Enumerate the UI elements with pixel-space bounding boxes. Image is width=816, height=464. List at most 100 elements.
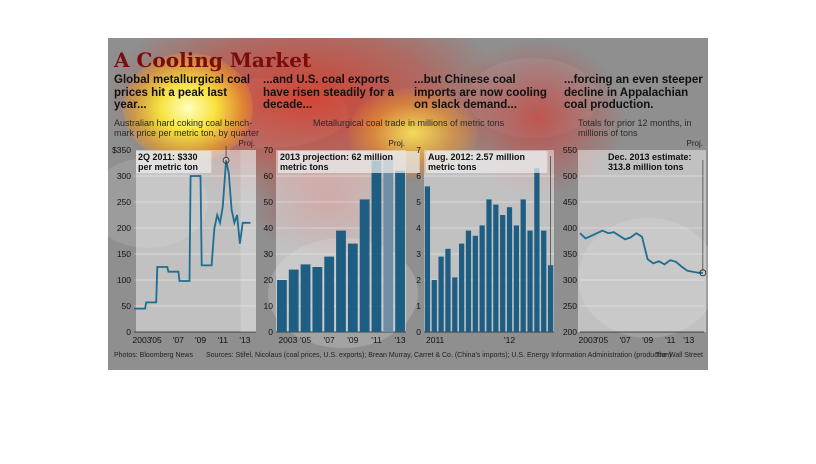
subtext-prices: Australian hard coking coal bench-mark p… xyxy=(114,118,260,138)
exports-y-tick-label: 20 xyxy=(264,275,274,285)
production-x-tick-label: 2003 xyxy=(579,335,598,345)
imports-bar xyxy=(479,225,485,332)
price-x-tick-label: '05 xyxy=(151,335,162,345)
imports-bar xyxy=(500,215,506,332)
exports-bar xyxy=(324,256,335,332)
imports-y-tick-label: 3 xyxy=(416,249,421,259)
imports-bar xyxy=(506,207,513,332)
price-x-tick-label: '07 xyxy=(173,335,184,345)
imports-x-tick-label: 2011 xyxy=(426,335,445,345)
exports-bar xyxy=(312,267,323,332)
exports-proj-label: Proj. xyxy=(389,139,405,148)
imports-bar xyxy=(513,225,519,332)
imports-bar xyxy=(541,230,547,332)
exports-y-tick-label: 0 xyxy=(268,327,273,337)
imports-annotation-bg xyxy=(426,151,548,173)
exports-bar xyxy=(359,199,370,332)
imports-bar xyxy=(459,243,465,332)
imports-bar xyxy=(547,265,554,332)
price-y-tick-label: 0 xyxy=(126,327,131,337)
production-y-tick-label: 200 xyxy=(563,327,577,337)
exports-y-tick-label: 70 xyxy=(264,145,274,155)
exports-bar xyxy=(336,230,346,332)
price-x-tick-label: '13 xyxy=(239,335,250,345)
exports-annotation-bg xyxy=(278,151,420,173)
price-annotation: per metric ton xyxy=(138,162,198,172)
production-x-tick-label: '07 xyxy=(620,335,631,345)
imports-bar xyxy=(424,186,431,332)
exports-annotation: metric tons xyxy=(280,162,329,172)
panel-production xyxy=(578,150,706,332)
price-y-tick-label: 150 xyxy=(117,249,131,259)
exports-x-tick-label: '09 xyxy=(347,335,358,345)
production-y-tick-label: 500 xyxy=(563,171,577,181)
exports-bar xyxy=(383,157,394,332)
exports-x-tick-label: '05 xyxy=(300,335,311,345)
imports-bar xyxy=(452,277,458,332)
price-x-tick-label: '11 xyxy=(218,335,229,345)
production-x-tick-label: '13 xyxy=(683,335,694,345)
photo-credit: Photos: Bloomberg News xyxy=(114,352,193,359)
production-series-line xyxy=(579,229,703,274)
chart-title: A Cooling Market xyxy=(114,48,312,72)
price-y-tick-label: 50 xyxy=(122,301,132,311)
headline-exports: ...and U.S. coal exports have risen stea… xyxy=(263,74,395,111)
subtext-production: Totals for prior 12 months, in millions … xyxy=(578,118,692,138)
price-annotation-bg xyxy=(136,151,212,173)
imports-y-tick-label: 6 xyxy=(416,171,421,181)
headline-imports: ...but Chinese coal imports are now cool… xyxy=(414,74,547,111)
price-proj-label: Proj. xyxy=(239,139,255,148)
exports-x-tick-label: 2003 xyxy=(278,335,297,345)
imports-bar xyxy=(465,230,472,332)
exports-y-tick-label: 60 xyxy=(264,171,274,181)
exports-bar xyxy=(288,269,299,332)
price-x-tick-label: 2003 xyxy=(133,335,152,345)
imports-bar xyxy=(527,230,533,332)
exports-y-tick-label: 40 xyxy=(264,223,274,233)
subtext-trade: Metallurgical coal trade in millions of … xyxy=(313,118,505,128)
production-proj-label: Proj. xyxy=(687,139,703,148)
price-series-line xyxy=(134,160,251,310)
headline-production: ...forcing an even steeper decline in Ap… xyxy=(564,74,703,111)
imports-bar xyxy=(493,204,499,332)
imports-bar xyxy=(438,256,444,332)
exports-bar xyxy=(395,170,405,332)
production-x-tick-label: '05 xyxy=(597,335,608,345)
price-y-tick-label: 100 xyxy=(117,275,131,285)
price-projection-band xyxy=(240,150,256,332)
exports-annotation: 2013 projection: 62 million xyxy=(280,152,393,162)
imports-bar xyxy=(472,235,478,332)
price-x-tick-label: '09 xyxy=(195,335,206,345)
imports-y-tick-label: 7 xyxy=(416,145,421,155)
source-note: Sources: Stifel, Nicolaus (coal prices, … xyxy=(206,352,672,359)
price-y-tick-label: 250 xyxy=(117,197,131,207)
production-y-tick-label: 300 xyxy=(563,275,577,285)
production-x-tick-label: '09 xyxy=(642,335,653,345)
imports-bar xyxy=(486,199,492,332)
headline-prices: Global metallurgical coal prices hit a p… xyxy=(114,74,251,111)
exports-y-tick-label: 10 xyxy=(264,301,274,311)
imports-x-tick-label: '12 xyxy=(504,335,515,345)
production-annotation: Dec. 2013 estimate: xyxy=(608,152,692,162)
imports-annotation: Aug. 2012: 2.57 million xyxy=(428,152,525,162)
production-y-tick-label: 450 xyxy=(563,197,577,207)
production-y-tick-label: 350 xyxy=(563,249,577,259)
imports-annotation: metric tons xyxy=(428,162,477,172)
imports-y-tick-label: 5 xyxy=(416,197,421,207)
price-y-tick-label: 200 xyxy=(117,223,131,233)
exports-y-tick-label: 30 xyxy=(264,249,274,259)
exports-x-tick-label: '07 xyxy=(324,335,335,345)
exports-bar xyxy=(300,264,311,332)
production-x-tick-label: '11 xyxy=(665,335,676,345)
production-y-tick-label: 250 xyxy=(563,301,577,311)
exports-bar xyxy=(371,160,382,332)
price-y-tick-label: $350 xyxy=(112,145,131,155)
production-y-tick-label: 400 xyxy=(563,223,577,233)
publisher-credit: The Wall Street xyxy=(655,352,703,359)
production-y-tick-label: 550 xyxy=(563,145,577,155)
exports-x-tick-label: '13 xyxy=(395,335,406,345)
imports-y-tick-label: 0 xyxy=(416,327,421,337)
imports-bar xyxy=(520,199,526,332)
imports-y-tick-label: 1 xyxy=(416,301,421,311)
